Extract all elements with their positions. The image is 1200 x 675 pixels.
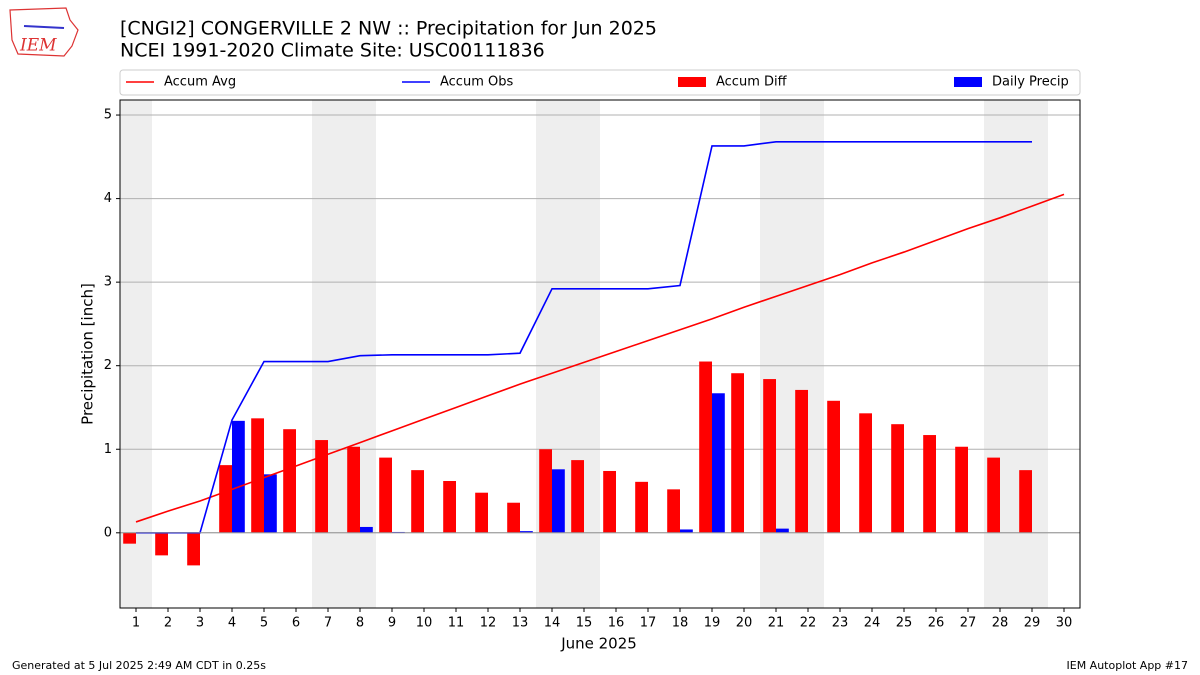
bar [712,393,725,533]
y-tick-label: 1 [104,442,112,457]
logo-outline [9,7,79,57]
line [135,193,1065,523]
bar [635,481,648,533]
y-tick-label: 5 [104,108,112,123]
legend-swatch [678,77,706,87]
y-tick-label: 3 [104,275,112,290]
bar [923,435,936,533]
bar [443,481,456,533]
bar [507,502,520,533]
bar [859,413,872,533]
bar [232,420,245,533]
bar [955,446,968,533]
bar [891,424,904,533]
x-tick-label: 22 [800,616,817,631]
x-tick-label: 9 [388,616,396,631]
x-tick-label: 8 [356,616,364,631]
bar [680,529,693,533]
bar [763,379,776,533]
x-tick-label: 20 [736,616,753,631]
x-tick-label: 26 [928,616,945,631]
x-tick-label: 1 [132,616,140,631]
bar [776,528,789,533]
x-tick-label: 11 [448,616,465,631]
bar [1019,470,1032,533]
bar [219,465,232,533]
chart-title: [CNGI2] CONGERVILLE 2 NW :: Precipitatio… [120,18,657,40]
bar [251,418,264,533]
legend-label: Accum Obs [440,75,513,90]
bar [827,400,840,533]
x-tick-label: 2 [164,616,172,631]
x-tick-label: 16 [608,616,625,631]
bar [552,469,565,533]
bar [264,474,277,533]
x-tick-label: 27 [960,616,977,631]
x-tick-label: 12 [480,616,497,631]
x-tick-label: 18 [672,616,689,631]
bar [699,361,712,533]
logo-line [23,25,65,29]
bar [187,532,200,566]
x-tick-label: 13 [512,616,529,631]
legend-label: Daily Precip [992,75,1069,90]
bar [475,492,488,533]
bar [520,531,533,533]
x-tick-label: 21 [768,616,785,631]
x-tick-label: 7 [324,616,332,631]
bar [987,457,1000,533]
bar [283,429,296,533]
bar [411,470,424,533]
bar [571,460,584,533]
x-tick-label: 29 [1024,616,1041,631]
x-tick-label: 24 [864,616,881,631]
legend [119,69,1081,96]
x-tick-label: 14 [544,616,561,631]
legend-label: Accum Diff [716,75,788,90]
x-tick-label: 10 [416,616,433,631]
y-tick-label: 0 [104,525,112,540]
x-tick-label: 17 [640,616,657,631]
bar [360,526,373,533]
plot-frame [119,99,1081,609]
y-tick-label: 2 [104,358,112,373]
line [136,140,1032,534]
bar [155,532,168,556]
bar [731,373,744,533]
bar [123,532,136,544]
legend-label: Accum Avg [164,75,236,90]
x-tick-label: 4 [228,616,236,631]
x-tick-label: 19 [704,616,721,631]
x-axis-label: June 2025 [560,635,637,653]
footer-left: Generated at 5 Jul 2025 2:49 AM CDT in 0… [12,659,266,672]
bar [347,446,360,533]
y-axis-label: Precipitation [inch] [79,283,97,425]
bar [379,457,392,533]
x-tick-label: 5 [260,616,268,631]
bar [539,449,552,533]
x-tick-label: 3 [196,616,204,631]
x-tick-label: 25 [896,616,913,631]
bar [667,489,680,533]
x-tick-label: 6 [292,616,300,631]
x-tick-label: 15 [576,616,593,631]
bar [603,470,616,533]
x-tick-label: 28 [992,616,1009,631]
bar [795,389,808,533]
logo-text: IEM [19,36,57,56]
legend-swatch [954,77,982,87]
bar [315,440,328,533]
chart-subtitle: NCEI 1991-2020 Climate Site: USC00111836 [120,40,545,62]
footer-right: IEM Autoplot App #17 [1067,659,1189,672]
shaded-day [120,100,152,608]
x-tick-label: 30 [1056,616,1073,631]
x-tick-label: 23 [832,616,849,631]
y-tick-label: 4 [104,191,112,206]
logo: IEM [9,7,79,57]
